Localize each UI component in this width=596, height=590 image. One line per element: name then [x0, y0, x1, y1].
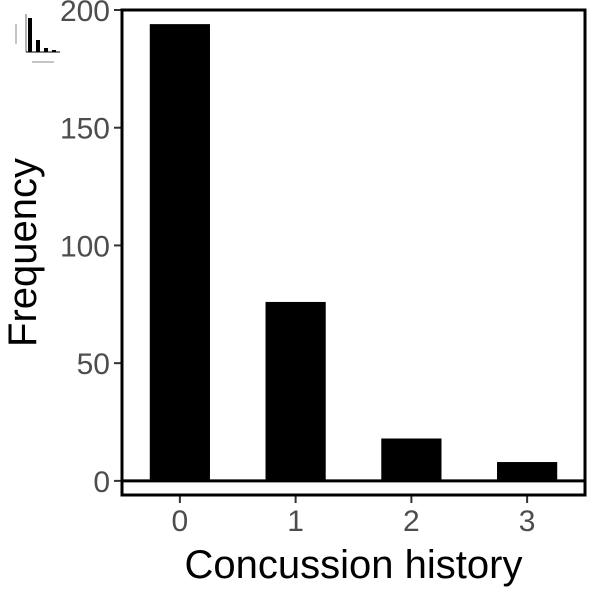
x-axis-title: Concussion history	[185, 543, 523, 587]
y-tick-label: 100	[60, 230, 110, 263]
bar-0	[149, 24, 210, 481]
y-tick-label: 200	[60, 0, 110, 28]
inset-thumbnail-icon	[15, 14, 60, 63]
bar-2	[381, 438, 442, 481]
y-axis-ticks: 0 50 100 150 200	[60, 0, 122, 499]
plot-panel-border	[120, 8, 587, 497]
bar-1	[265, 301, 326, 481]
y-tick-label: 150	[60, 113, 110, 146]
x-tick-label: 0	[172, 505, 189, 538]
x-tick-label: 3	[519, 505, 536, 538]
bar-3	[497, 462, 558, 481]
x-tick-label: 1	[287, 505, 304, 538]
y-axis-title: Frequency	[1, 158, 45, 347]
x-axis-ticks: 0 1 2 3	[172, 495, 536, 538]
y-tick-label: 50	[77, 348, 110, 381]
y-tick-label: 0	[93, 466, 110, 499]
x-tick-label: 2	[403, 505, 420, 538]
bars	[149, 24, 558, 481]
